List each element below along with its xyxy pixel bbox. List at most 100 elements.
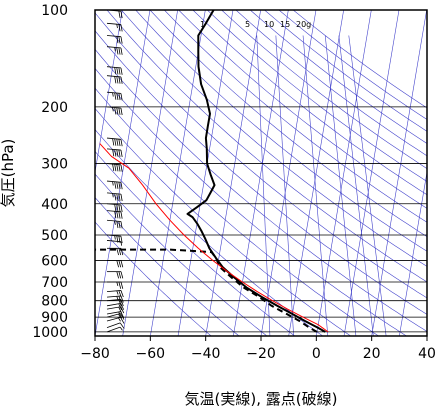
mixing-ratio-label: 15 bbox=[280, 20, 290, 29]
mixing-ratio-label: 5 bbox=[245, 20, 250, 29]
dewpoint-line bbox=[95, 248, 318, 333]
barb-flag bbox=[118, 313, 121, 318]
wind-barb bbox=[106, 210, 123, 219]
barb-flag bbox=[118, 221, 121, 229]
barb-flag bbox=[116, 76, 119, 84]
barb-flag bbox=[118, 311, 123, 319]
barb-flag bbox=[116, 260, 119, 268]
barb-flag bbox=[118, 36, 121, 44]
y-tick-label: 500 bbox=[41, 228, 68, 244]
wind-barb bbox=[107, 260, 124, 268]
wind-barb bbox=[106, 35, 123, 44]
barb-flag bbox=[114, 107, 117, 115]
barb-flag bbox=[118, 149, 121, 157]
barb-flag bbox=[120, 313, 125, 320]
dry-adiabat-line bbox=[95, 150, 295, 336]
barb-flag bbox=[114, 181, 117, 189]
barb-flag bbox=[118, 295, 122, 303]
mixing-ratio-label: 1 bbox=[200, 20, 205, 29]
barb-flag bbox=[118, 303, 123, 311]
wind-barb bbox=[106, 290, 124, 298]
x-tick-label: −20 bbox=[246, 346, 276, 362]
wind-barb bbox=[106, 137, 123, 147]
barb-flag bbox=[116, 164, 119, 172]
barb-flag bbox=[120, 194, 123, 202]
mixing-ratio-labels: 1 5 10 15 20g bbox=[200, 20, 311, 29]
barb-flag bbox=[120, 211, 123, 219]
barb-flag bbox=[112, 163, 115, 172]
barb-flag bbox=[116, 24, 118, 29]
barb-staff bbox=[106, 66, 121, 69]
wind-barb bbox=[106, 22, 123, 32]
barb-staff bbox=[106, 75, 121, 78]
barb-flag bbox=[120, 149, 123, 158]
isotherm-line bbox=[233, 10, 289, 336]
wind-barb bbox=[106, 66, 123, 75]
barb-flag bbox=[114, 235, 116, 240]
barb-flag bbox=[116, 211, 119, 219]
wind-barb bbox=[106, 203, 123, 212]
barb-flag bbox=[120, 236, 123, 244]
barb-flag bbox=[116, 107, 119, 115]
dry-adiabat-line bbox=[149, 10, 427, 237]
barb-flag bbox=[118, 24, 121, 32]
barb-flag bbox=[120, 11, 123, 19]
wind-barb bbox=[106, 148, 123, 158]
y-tick-label: 800 bbox=[41, 294, 68, 310]
barb-flag bbox=[116, 149, 119, 157]
barb-flag bbox=[120, 108, 123, 116]
x-tick-label: 40 bbox=[418, 346, 436, 362]
barb-staff bbox=[106, 22, 121, 25]
barb-flag bbox=[114, 149, 117, 157]
barb-flag bbox=[118, 204, 121, 212]
barb-flag bbox=[120, 241, 123, 246]
barb-flag bbox=[114, 47, 116, 52]
barb-flag bbox=[116, 47, 119, 55]
barb-staff bbox=[106, 326, 121, 333]
dry-adiabat-line bbox=[95, 48, 427, 332]
barb-flag bbox=[112, 193, 114, 198]
barb-flag bbox=[116, 204, 119, 212]
barb-flag bbox=[119, 326, 123, 331]
mixing-ratio-line bbox=[348, 35, 387, 336]
wind-barb bbox=[106, 46, 123, 55]
barb-staff bbox=[106, 234, 121, 237]
barb-flag bbox=[116, 36, 119, 44]
dry-adiabat-line bbox=[164, 10, 427, 223]
barb-staff bbox=[106, 313, 121, 318]
y-tick-label: 400 bbox=[41, 197, 68, 213]
wind-barb bbox=[106, 313, 125, 320]
barb-flag bbox=[116, 248, 119, 256]
barb-flag bbox=[120, 290, 124, 298]
isotherm-line bbox=[343, 10, 400, 336]
dry-adiabat-line bbox=[95, 30, 427, 315]
y-tick-label: 300 bbox=[41, 157, 68, 173]
barb-flag bbox=[120, 182, 123, 190]
temperature-line bbox=[186, 10, 326, 333]
mixing-ratio-line bbox=[338, 35, 374, 336]
barb-flag bbox=[112, 149, 115, 157]
barb-flag bbox=[118, 67, 121, 75]
barb-staff bbox=[106, 295, 121, 298]
barb-staff bbox=[106, 219, 121, 222]
barb-flag bbox=[118, 290, 122, 298]
dry-adiabat-line bbox=[278, 10, 427, 120]
mixing-ratio-line bbox=[256, 35, 271, 336]
y-tick-label: 900 bbox=[41, 310, 68, 326]
barb-staff bbox=[106, 106, 121, 109]
wind-barb bbox=[106, 106, 123, 116]
barb-flag bbox=[120, 260, 124, 268]
wind-barb bbox=[106, 192, 123, 202]
barb-staff bbox=[106, 91, 121, 94]
barb-flag bbox=[120, 306, 125, 314]
y-axis-title: 気圧(hPa) bbox=[0, 139, 17, 208]
dry-adiabat-line bbox=[95, 107, 351, 336]
barb-flag bbox=[116, 92, 119, 100]
barb-flag bbox=[120, 221, 123, 229]
barb-staff bbox=[106, 203, 121, 206]
barb-staff bbox=[106, 210, 121, 213]
barb-staff bbox=[106, 322, 121, 328]
barb-flag bbox=[116, 138, 119, 146]
barb-flag bbox=[120, 139, 123, 147]
